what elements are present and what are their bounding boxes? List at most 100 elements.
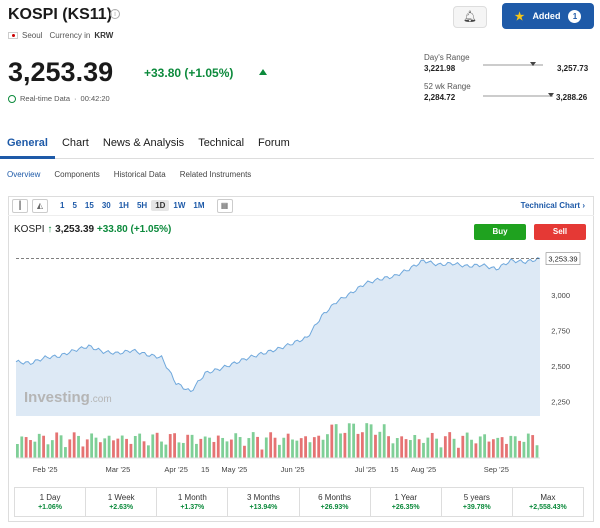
volume-bar xyxy=(24,437,28,458)
volume-bar xyxy=(461,435,465,458)
volume-bar xyxy=(513,436,517,458)
performance-cell[interactable]: 1 Month +1.37% xyxy=(157,488,229,516)
volume-bar xyxy=(496,437,500,458)
volume-bar xyxy=(409,440,412,458)
volume-bar xyxy=(286,433,290,458)
technical-chart-link[interactable]: Technical Chart › xyxy=(521,201,585,210)
volume-bar xyxy=(129,443,133,458)
realtime-label: Real-time Data xyxy=(20,94,71,103)
x-tick-label: Jul '25 xyxy=(355,465,376,474)
y-tick-label: 3,000 xyxy=(551,291,570,300)
day-range-label: Day's Range xyxy=(424,53,470,62)
performance-cell[interactable]: 1 Day +1.06% xyxy=(15,488,87,516)
subtab-overview[interactable]: Overview xyxy=(7,170,41,179)
candlestick-icon[interactable]: ┃ xyxy=(12,198,28,213)
volume-bar xyxy=(465,432,469,458)
last-price: 3,253.39 xyxy=(8,57,114,87)
day-range-high: 3,257.73 xyxy=(557,64,589,73)
volume-bar xyxy=(120,435,124,458)
tab-technical[interactable]: Technical xyxy=(198,137,245,149)
info-icon[interactable]: i xyxy=(110,9,120,19)
interval-5[interactable]: 5 xyxy=(72,201,77,210)
volume-bar xyxy=(234,433,238,458)
buy-button[interactable]: Buy xyxy=(474,224,526,240)
volume-bar xyxy=(343,432,347,458)
day-range-low: 3,221.98 xyxy=(424,64,456,73)
volume-bar xyxy=(356,433,360,458)
volume-bar xyxy=(85,439,89,458)
tab-chart[interactable]: Chart xyxy=(61,137,89,149)
volume-bar xyxy=(133,435,137,458)
chart-change: +33.80 (+1.05%) xyxy=(96,224,172,235)
performance-cell[interactable]: 5 years +39.78% xyxy=(442,488,513,516)
x-tick-label: Jun '25 xyxy=(281,465,305,474)
volume-bar xyxy=(326,434,329,458)
volume-bar xyxy=(20,436,24,458)
volume-bar xyxy=(195,443,198,458)
tab-news-analysis[interactable]: News & Analysis xyxy=(102,137,185,149)
sub-tabs: Overview Components Historical Data Rela… xyxy=(0,167,258,182)
volume-bar xyxy=(308,442,312,458)
volume-bar xyxy=(125,438,128,458)
performance-cell[interactable]: 6 Months +26.93% xyxy=(300,488,371,516)
volume-bar xyxy=(147,445,150,458)
area-chart-icon[interactable]: ◭ xyxy=(32,198,48,213)
calendar-icon[interactable]: ▦ xyxy=(216,198,233,213)
exchange-meta: Seoul Currency in KRW xyxy=(8,31,113,40)
chart-price: 3,253.39 xyxy=(55,224,95,235)
volume-bar xyxy=(168,434,172,458)
interval-1h[interactable]: 1H xyxy=(118,201,129,210)
volume-bar xyxy=(334,424,338,458)
volume-bar xyxy=(360,432,364,458)
subtab-historical-data[interactable]: Historical Data xyxy=(113,170,166,179)
volume-bar xyxy=(400,436,404,458)
volume-bar xyxy=(116,438,120,458)
volume-bar xyxy=(422,442,425,458)
added-label: Added xyxy=(532,11,561,21)
volume-bar xyxy=(330,424,334,458)
interval-1w[interactable]: 1W xyxy=(173,201,186,210)
performance-value: +39.78% xyxy=(462,504,491,511)
alert-bell-button[interactable]: 🔔︎ xyxy=(453,6,487,28)
investing-watermark: Investing xyxy=(24,389,90,406)
interval-5h[interactable]: 5H xyxy=(136,201,148,210)
tab-general[interactable]: General xyxy=(0,131,55,159)
performance-value: +26.93% xyxy=(320,504,349,511)
watchlist-added-button[interactable]: ★ Added 1 xyxy=(502,3,594,29)
volume-bar xyxy=(382,424,386,458)
realtime-time: 00:42:20 xyxy=(80,94,110,103)
performance-cell[interactable]: 1 Year +26.35% xyxy=(371,488,442,516)
interval-1m[interactable]: 1M xyxy=(193,201,205,210)
volume-bar xyxy=(535,445,539,458)
interval-15[interactable]: 15 xyxy=(84,201,94,210)
volume-bar xyxy=(229,439,233,458)
sell-button[interactable]: Sell xyxy=(534,224,586,240)
star-icon: ★ xyxy=(514,10,525,23)
tab-forum[interactable]: Forum xyxy=(258,137,290,149)
volume-bar xyxy=(483,434,487,458)
volume-bar xyxy=(518,440,521,458)
performance-strip: 1 Day +1.06% 1 Week +2.63% 1 Month +1.37% 3 Mo… xyxy=(14,487,584,517)
volume-bar xyxy=(173,433,176,458)
subtab-related-instruments[interactable]: Related Instruments xyxy=(179,170,252,179)
performance-cell[interactable]: Max +2,558.43% xyxy=(513,488,583,516)
bell-plus-icon: 🔔︎ xyxy=(463,11,477,23)
volume-bar xyxy=(522,441,526,458)
performance-cell[interactable]: 3 Months +13.94% xyxy=(228,488,300,516)
interval-30[interactable]: 30 xyxy=(101,201,111,210)
subtab-components[interactable]: Components xyxy=(54,170,100,179)
volume-bar xyxy=(474,443,478,458)
volume-bar xyxy=(369,424,373,458)
volume-bar xyxy=(59,435,63,458)
volume-bar xyxy=(160,441,163,458)
volume-bar xyxy=(72,432,76,458)
performance-cell[interactable]: 1 Week +2.63% xyxy=(86,488,158,516)
volume-bar xyxy=(443,436,447,458)
interval-1d[interactable]: 1D xyxy=(151,200,170,211)
volume-bar xyxy=(155,432,159,458)
price-chart[interactable]: 3,253.39 2,250 2,500 2,750 3,000 Investing .co… xyxy=(8,244,594,484)
volume-bar xyxy=(312,437,316,458)
volume-bar xyxy=(404,439,408,458)
price-change: +33.80 (+1.05%) xyxy=(144,66,234,80)
interval-1[interactable]: 1 xyxy=(60,201,65,210)
